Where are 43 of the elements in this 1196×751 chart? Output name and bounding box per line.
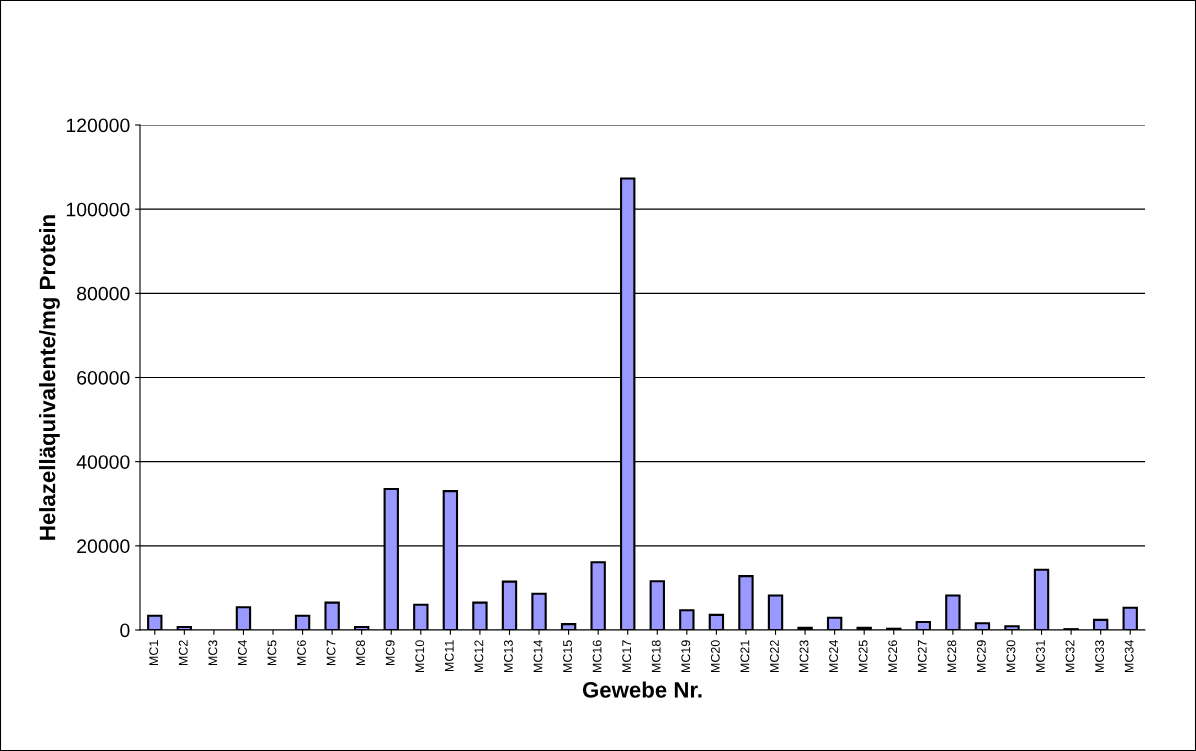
x-tick-label: MC26 [888, 640, 898, 673]
y-tick-label: 40000 [76, 455, 130, 469]
x-tick-label: MC22 [770, 640, 779, 673]
y-tick-label: 80000 [77, 286, 130, 301]
x-tick-label: MC8 [356, 640, 366, 666]
x-tick-label: MC30 [1006, 640, 1016, 673]
x-tick-label: MC11 [444, 640, 454, 672]
x-tick-label: MC21 [740, 640, 750, 673]
x-tick-label: MC27 [917, 640, 927, 673]
x-tick-label: MC15 [563, 640, 572, 673]
x-tick-label: MC29 [976, 640, 986, 673]
x-tick-label: MC12 [474, 640, 484, 673]
x-tick-label: MC32 [1065, 640, 1075, 673]
x-tick-label: MC16 [592, 640, 602, 673]
x-tick-label: MC7 [326, 640, 336, 666]
x-tick-label: MC5 [267, 640, 277, 666]
x-tick-label: MC14 [533, 640, 543, 673]
x-tick-label: MC20 [710, 640, 720, 673]
x-tick-label: MC31 [1036, 640, 1045, 673]
x-tick-label: MC23 [799, 640, 809, 673]
x-tick-label: MC9 [385, 640, 395, 666]
x-tick-label: MC3 [208, 640, 218, 666]
x-tick-label: MC25 [858, 640, 868, 673]
x-tick-label: MC13 [503, 640, 513, 673]
y-tick-label: 100000 [66, 202, 130, 217]
x-tick-label: MC19 [681, 640, 691, 673]
y-tick-label: 0 [120, 623, 130, 638]
x-tick-label: MC2 [178, 640, 188, 666]
y-axis-title: Helazelläquivalente/mg Protein [39, 215, 60, 540]
x-tick-label: MC6 [297, 640, 306, 666]
x-tick-label: MC17 [622, 640, 632, 673]
x-tick-label: MC10 [415, 640, 425, 673]
y-tick-label: 20000 [77, 539, 130, 554]
x-tick-label: MC24 [829, 640, 838, 673]
y-tick-label: 60000 [77, 370, 130, 385]
x-tick-label: MC34 [1124, 640, 1134, 673]
x-tick-label: MC1 [149, 640, 159, 666]
x-axis-title: Gewebe Nr. [582, 681, 702, 698]
x-tick-label: MC4 [237, 640, 247, 666]
x-tick-label: MC33 [1095, 640, 1105, 673]
y-tick-label: 120000 [66, 118, 130, 133]
x-tick-label: MC28 [947, 640, 957, 673]
x-tick-label: MC18 [651, 640, 661, 673]
